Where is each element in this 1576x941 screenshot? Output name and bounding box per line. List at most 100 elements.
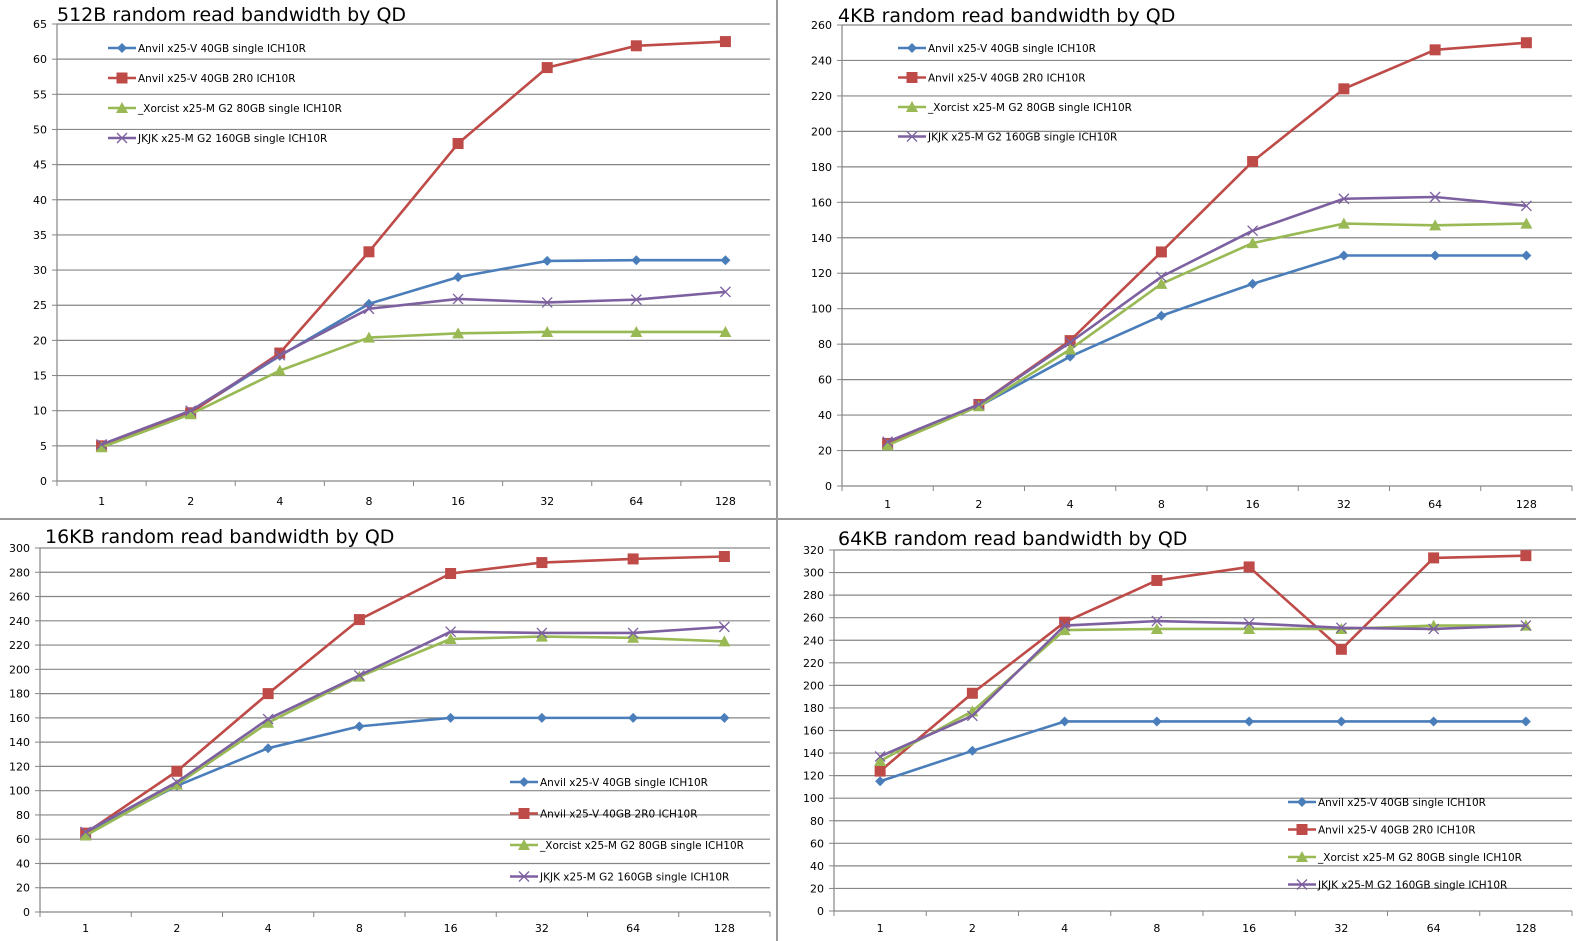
- marker-x-stroke: [363, 303, 375, 315]
- data-point: [1338, 193, 1350, 205]
- y-tick-label: 0: [40, 475, 47, 488]
- marker-x-stroke: [1428, 623, 1440, 635]
- x-tick-label: 16: [451, 495, 465, 508]
- marker-x-stroke: [1064, 336, 1076, 348]
- y-tick-label: 60: [810, 837, 824, 850]
- data-point: [353, 669, 365, 681]
- x-tick-label: 8: [356, 922, 363, 935]
- y-tick-label: 40: [810, 860, 824, 873]
- data-point: [185, 405, 197, 417]
- data-point: [973, 398, 985, 410]
- y-tick-label: 60: [818, 374, 832, 387]
- y-tick-label: 30: [33, 264, 47, 277]
- legend-label: _Xorcist x25-M G2 80GB single ICH10R: [1317, 852, 1522, 864]
- series-line: [85, 625, 725, 834]
- data-point: [630, 325, 643, 337]
- x-tick-label: 128: [714, 922, 735, 935]
- legend-marker: [519, 777, 529, 787]
- x-tick-label: 32: [540, 495, 554, 508]
- data-point: [445, 712, 456, 723]
- legend-marker: [116, 132, 128, 144]
- data-point: [452, 138, 464, 150]
- data-point: [362, 331, 375, 343]
- series-line: [879, 624, 1526, 763]
- y-tick-label: 0: [817, 905, 824, 918]
- series-line: [85, 716, 725, 835]
- data-point: [627, 553, 639, 565]
- x-tick-label: 1: [82, 922, 89, 935]
- series-4: [874, 615, 1532, 762]
- legend-label: JKJK x25-M G2 160GB single ICH10R: [927, 132, 1117, 144]
- series-line: [887, 222, 1527, 447]
- data-point: [719, 325, 732, 337]
- legend-marker: [906, 72, 918, 83]
- marker-x-stroke: [1243, 617, 1255, 629]
- vertical-divider: [776, 0, 778, 941]
- x-tick-label: 8: [1158, 498, 1165, 511]
- data-point: [1247, 278, 1258, 289]
- y-tick-label: 140: [811, 232, 832, 245]
- data-point: [1337, 217, 1350, 229]
- data-point: [1338, 250, 1349, 261]
- marker-x-stroke: [541, 296, 553, 308]
- legend-marker: [116, 102, 128, 113]
- x-tick-label: 4: [1067, 498, 1074, 511]
- marker-x-stroke: [719, 286, 731, 298]
- data-point: [1151, 716, 1162, 727]
- series-line: [101, 330, 726, 449]
- legend-label: Anvil x25-V 40GB single ICH10R: [540, 777, 708, 789]
- data-point: [1335, 643, 1347, 655]
- legend-item: Anvil x25-V 40GB single ICH10R: [1288, 797, 1486, 809]
- legend-marker: [1296, 879, 1308, 890]
- data-point: [1430, 250, 1441, 261]
- data-point: [1247, 225, 1259, 237]
- legend-item: JKJK x25-M G2 160GB single ICH10R: [108, 132, 327, 145]
- data-point: [1246, 237, 1259, 249]
- legend-marker: [1296, 824, 1308, 835]
- data-point: [1247, 156, 1259, 168]
- legend-item: JKJK x25-M G2 160GB single ICH10R: [1288, 879, 1507, 892]
- y-tick-label: 160: [811, 196, 832, 209]
- y-tick-label: 280: [9, 566, 30, 579]
- y-tick-label: 5: [40, 440, 47, 453]
- x-tick-label: 16: [1246, 498, 1260, 511]
- chart-title: 4KB random read bandwidth by QD: [838, 5, 1175, 27]
- data-point: [1243, 617, 1255, 629]
- y-tick-label: 120: [9, 760, 30, 773]
- marker-x-stroke: [973, 398, 985, 410]
- x-tick-label: 2: [975, 498, 982, 511]
- data-point: [1338, 83, 1350, 95]
- data-point: [1155, 246, 1167, 258]
- data-point: [535, 630, 548, 642]
- x-tick-label: 64: [1428, 498, 1442, 511]
- x-tick-label: 2: [173, 922, 180, 935]
- x-tick-label: 128: [715, 495, 736, 508]
- y-tick-label: 240: [9, 615, 30, 628]
- legend-label: _Xorcist x25-M G2 80GB single ICH10R: [927, 102, 1132, 114]
- data-point: [542, 255, 553, 266]
- legend-label: Anvil x25-V 40GB 2R0 ICH10R: [928, 73, 1086, 85]
- x-tick-label: 1: [877, 922, 884, 935]
- data-point: [1059, 716, 1070, 727]
- chart-512b: 0 5 10 15 20 25 30 35 40 45 50 55 60 65 1 2 4 8 16 32 64 128 5…: [0, 0, 775, 518]
- legend-label: Anvil x25-V 40GB single ICH10R: [928, 43, 1096, 55]
- data-point: [79, 829, 92, 841]
- data-point: [1243, 561, 1255, 573]
- data-point: [966, 710, 978, 722]
- data-point: [630, 40, 642, 52]
- marker-x-stroke: [80, 826, 92, 838]
- marker-x-stroke: [353, 669, 365, 681]
- data-point: [719, 36, 731, 48]
- chart-title: 64KB random read bandwidth by QD: [838, 528, 1187, 550]
- data-point: [718, 550, 730, 562]
- y-tick-label: 50: [33, 123, 47, 136]
- y-tick-label: 20: [33, 334, 47, 347]
- y-tick-label: 65: [33, 18, 47, 31]
- data-point: [1520, 550, 1532, 562]
- x-tick-label: 32: [535, 922, 549, 935]
- data-point: [273, 364, 286, 376]
- legend-marker: [518, 871, 530, 882]
- legend-label: Anvil x25-V 40GB 2R0 ICH10R: [1318, 825, 1476, 837]
- legend-marker: [518, 808, 530, 819]
- data-point: [1520, 620, 1532, 632]
